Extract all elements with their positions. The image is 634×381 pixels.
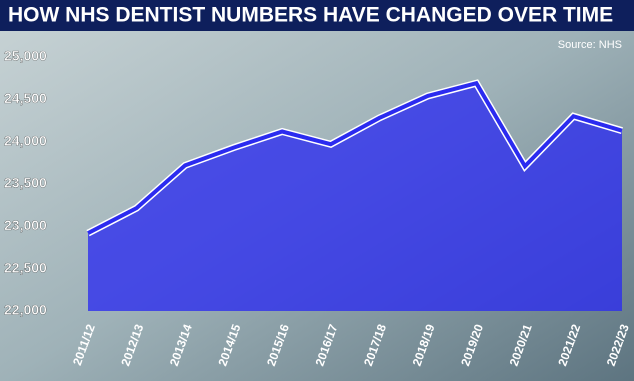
y-tick-label: 23,500 — [4, 175, 47, 191]
y-tick-label: 22,000 — [4, 302, 47, 318]
line — [87, 80, 623, 235]
y-tick-label: 22,500 — [4, 259, 47, 275]
y-tick-label: 24,000 — [4, 132, 47, 148]
y-tick-label: 24,500 — [4, 90, 47, 106]
title-bar — [0, 0, 634, 31]
y-tick-label: 23,000 — [4, 217, 47, 233]
source: Source: NHS — [558, 39, 622, 51]
y-tick-label: 25,000 — [4, 48, 47, 64]
chart-title: HOW NHS DENTIST NUMBERS HAVE CHANGED OVE… — [8, 4, 613, 27]
area — [88, 83, 622, 311]
